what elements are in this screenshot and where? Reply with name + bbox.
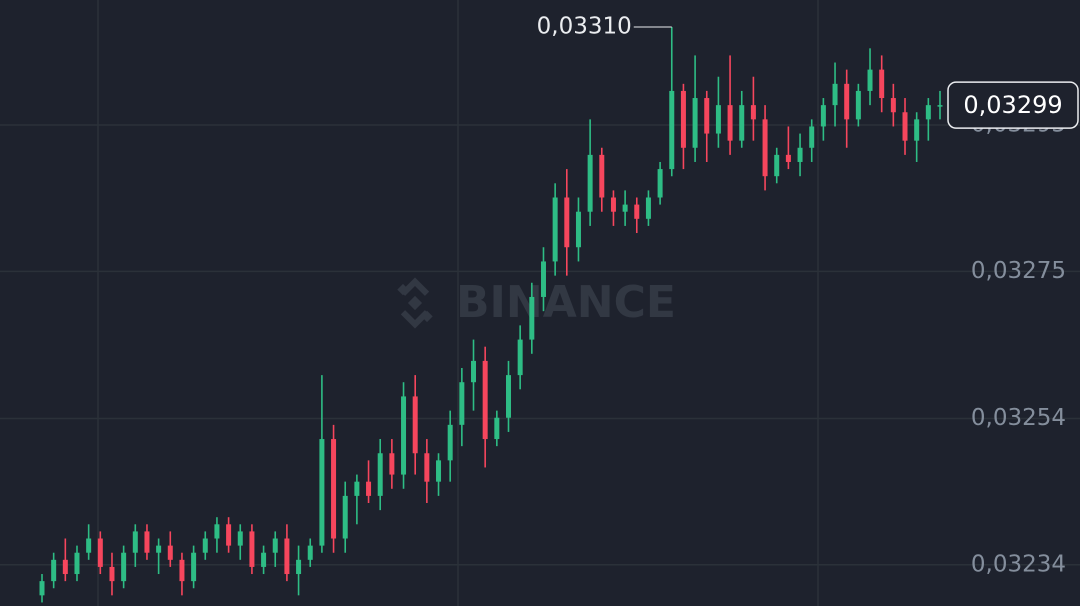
candle-body [657,169,663,198]
candle-body [727,105,733,141]
candle-body [587,154,593,212]
candle-body [715,105,721,134]
candle-body [447,424,453,461]
candle-body [261,552,267,567]
candle-body [937,105,943,107]
candle-body [307,545,313,560]
candle-body [226,524,232,546]
candle-body [121,552,127,582]
candle-body [39,581,45,596]
candle-body [342,495,348,539]
candle-body [680,90,686,148]
watermark-text: BINANCE [456,277,676,328]
candle-body [517,339,523,376]
candle-body [505,375,511,418]
candle-body [272,538,278,553]
candle-body [389,453,395,475]
candle-body [284,538,290,575]
candle-body [797,147,803,162]
candle-body [564,197,570,248]
candle-body [296,559,302,575]
candle-body [529,296,535,340]
candle-body [179,559,185,582]
candle-body [86,538,92,553]
y-tick-label: 0,03254 [971,405,1066,431]
candle-body [902,112,908,141]
candle-body [156,545,162,553]
y-tick-label: 0,03275 [971,258,1066,284]
candle-body [704,98,710,134]
candle-body [436,460,442,482]
candle-body [750,105,756,120]
labels: 0,032340,032540,032750,032950,033100,032… [537,13,1079,577]
candle-body [552,197,558,262]
candle-body [785,154,791,162]
candle-body [401,396,407,475]
candle-body [97,538,103,567]
candle-body [914,119,920,141]
last-price-box [947,81,1079,129]
candle-body [424,453,430,482]
candle-body [51,559,57,582]
candle-body [377,453,383,496]
candle-body [762,119,768,177]
candle-body [74,552,80,575]
candle-body [575,211,581,248]
candle-body [167,545,173,560]
candle-body [319,439,325,546]
candle-body [366,481,372,496]
candle-body [809,126,815,148]
candle-body [610,197,616,212]
candle-body [832,83,838,106]
candle-body [191,552,197,582]
candle-body [820,105,826,127]
candle-body [459,382,465,425]
candle-body [890,98,896,113]
candle-body [482,360,488,440]
candle-body [739,105,745,141]
candle-body [249,531,255,567]
candle-body [645,197,651,219]
candle-body [634,204,640,219]
candle-body [471,360,477,383]
candle-body [692,98,698,148]
candle-body [622,204,628,212]
candles [39,26,943,603]
last-price-label: 0,03299 [963,91,1062,119]
watermark: BINANCE [397,277,676,329]
candle-body [774,154,780,177]
candle-body [494,417,500,440]
candle-body [354,481,360,496]
candle-body [844,83,850,120]
candle-body [540,261,546,297]
candle-body [879,69,885,99]
candle-body [925,105,931,120]
candle-body [214,524,220,539]
high-marker-label: 0,03310 [537,13,632,39]
candle-body [109,566,115,582]
candle-body [855,90,861,120]
candle-body [132,531,138,553]
candle-body [599,154,605,198]
candle-body [202,538,208,553]
candle-body [237,531,243,546]
candle-body [867,69,873,91]
candle-body [412,396,418,454]
candle-body [62,559,68,575]
candle-body [144,531,150,553]
candle-body [331,439,337,539]
candle-body [669,90,675,170]
y-tick-label: 0,03234 [971,551,1066,577]
